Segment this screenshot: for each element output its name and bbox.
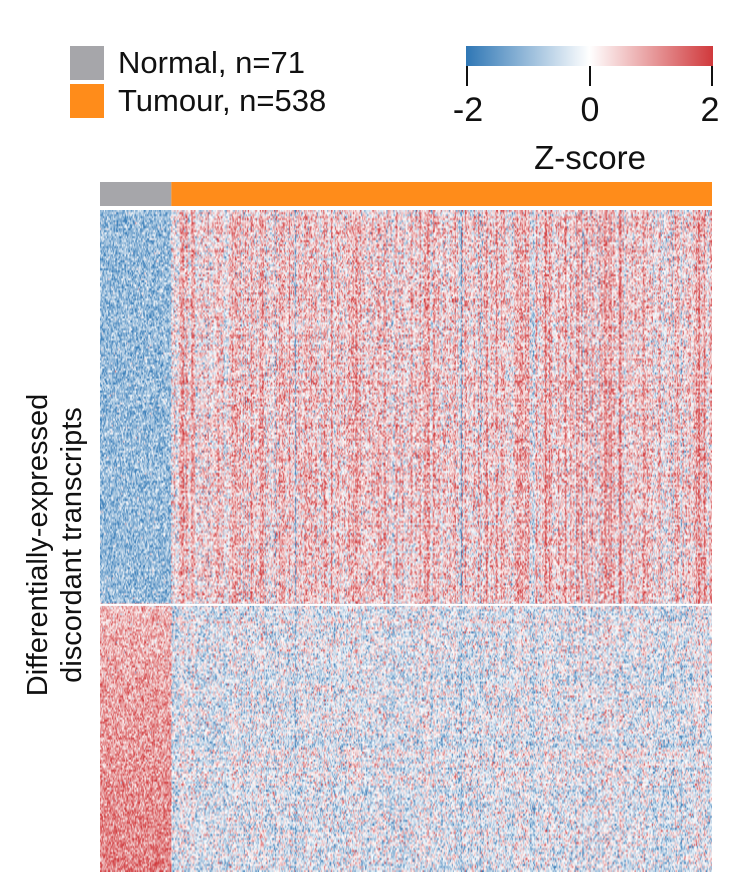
legend-label-normal: Normal, n=71: [118, 45, 305, 80]
colorbar-tick-label-high: 2: [700, 91, 720, 129]
group-bar-normal: [100, 182, 172, 206]
heatmap-matrix: [100, 210, 712, 872]
colorbar-tick-low: [466, 66, 468, 86]
group-bar-tumour: [171, 182, 712, 206]
legend-swatch-normal: [70, 46, 104, 80]
colorbar-tick-high: [711, 66, 713, 86]
colorbar-tick-label-low: -2: [452, 91, 484, 129]
y-axis-label: Differentially-expressed discordant tran…: [10, 310, 100, 780]
y-axis-label-line-1: Differentially-expressed: [22, 393, 54, 697]
colorbar-gradient: [466, 46, 713, 66]
legend-item-tumour: Tumour, n=538: [70, 84, 326, 118]
y-axis-label-line-2: discordant transcripts: [56, 407, 88, 683]
colorbar-title: Z-score: [534, 139, 646, 176]
sample-group-bar: [100, 182, 712, 206]
legend-item-normal: Normal, n=71: [70, 46, 305, 80]
legend-label-tumour: Tumour, n=538: [118, 83, 327, 118]
row-cluster-divider: [100, 603, 712, 606]
heatmap-plot: [100, 182, 712, 872]
legend-swatch-tumour: [70, 84, 104, 118]
colorbar-tick-label-mid: 0: [580, 91, 600, 129]
colorbar-tick-mid: [589, 66, 591, 86]
